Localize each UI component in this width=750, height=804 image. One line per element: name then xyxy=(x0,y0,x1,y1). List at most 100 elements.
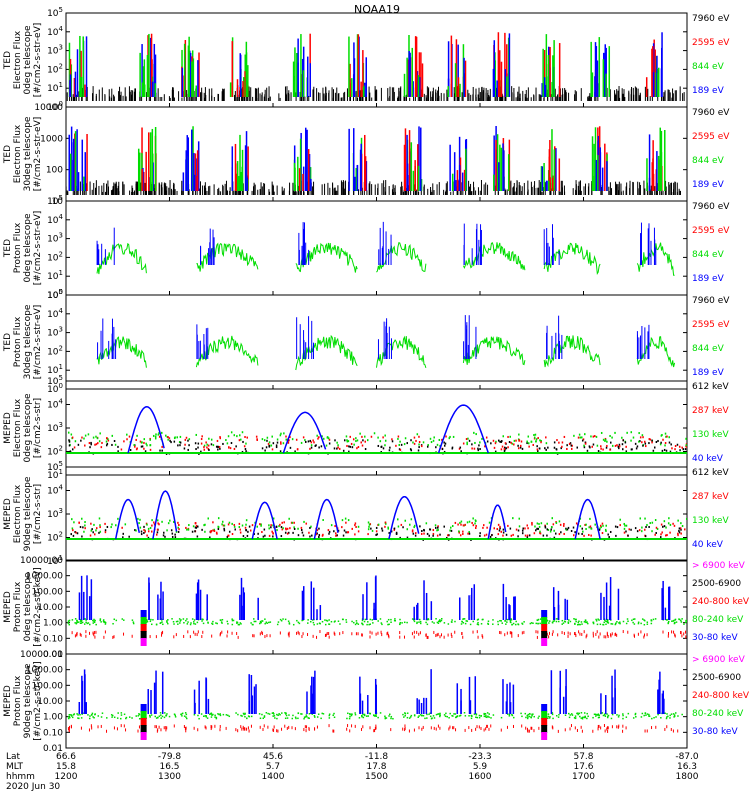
data-mark xyxy=(655,531,657,534)
data-mark xyxy=(436,633,438,637)
y-tick-label: 101 xyxy=(47,554,63,567)
data-mark xyxy=(236,632,238,636)
data-mark xyxy=(316,532,318,535)
data-mark xyxy=(496,528,498,531)
y-axis-title-line: 30deg telescope xyxy=(23,116,33,191)
data-mark xyxy=(97,442,99,445)
data-mark xyxy=(482,618,484,621)
data-mark xyxy=(325,444,328,447)
data-mark xyxy=(511,631,513,635)
data-mark xyxy=(594,713,597,716)
data-mark xyxy=(305,440,307,443)
data-mark xyxy=(294,727,296,731)
data-mark xyxy=(72,534,75,537)
data-mark xyxy=(308,531,310,534)
data-mark xyxy=(449,529,451,532)
data-mark xyxy=(389,446,391,449)
data-mark xyxy=(678,618,681,621)
plot-frame xyxy=(65,466,688,562)
data-mark xyxy=(548,622,550,624)
data-mark xyxy=(403,621,406,624)
data-mark xyxy=(94,713,96,716)
data-mark xyxy=(267,442,270,445)
data-mark xyxy=(429,715,432,718)
data-mark xyxy=(617,725,619,729)
data-mark xyxy=(92,622,95,624)
data-mark xyxy=(226,634,228,638)
data-mark xyxy=(184,438,187,441)
data-mark xyxy=(584,433,586,436)
data-mark xyxy=(155,635,157,639)
data-mark xyxy=(71,527,74,530)
legend-entry: 2595 eV xyxy=(692,320,730,330)
data-mark xyxy=(537,717,540,719)
data-mark xyxy=(544,447,546,450)
data-mark xyxy=(379,712,382,714)
data-mark xyxy=(557,620,560,623)
data-mark xyxy=(513,443,515,446)
data-mark xyxy=(111,523,113,526)
data-mark xyxy=(648,525,650,528)
data-mark xyxy=(89,715,91,717)
mlt-tick-label: 5.7 xyxy=(266,762,280,772)
data-mark xyxy=(478,444,480,447)
data-mark xyxy=(178,618,181,620)
data-mark xyxy=(138,522,140,525)
data-mark xyxy=(670,443,672,446)
data-mark xyxy=(545,448,547,451)
data-mark xyxy=(680,631,682,635)
data-mark xyxy=(634,634,636,638)
data-mark xyxy=(243,445,246,448)
data-mark xyxy=(413,436,416,439)
data-mark xyxy=(296,619,298,622)
data-mark xyxy=(460,623,463,625)
data-mark xyxy=(234,528,236,531)
data-mark xyxy=(301,713,303,715)
data-mark xyxy=(546,717,549,719)
data-mark xyxy=(288,622,291,624)
data-mark xyxy=(584,715,586,718)
data-mark xyxy=(300,528,303,531)
data-mark xyxy=(137,729,139,733)
data-mark xyxy=(345,531,347,534)
data-mark xyxy=(622,630,624,634)
data-mark xyxy=(636,530,639,533)
data-mark xyxy=(511,634,513,638)
data-mark xyxy=(160,622,162,624)
data-mark xyxy=(244,715,246,718)
data-mark xyxy=(595,618,597,621)
data-mark xyxy=(399,440,401,443)
data-mark xyxy=(241,450,244,453)
data-mark xyxy=(498,529,501,532)
data-mark xyxy=(240,714,242,717)
data-mark xyxy=(518,439,521,442)
data-mark xyxy=(622,729,624,733)
data-mark xyxy=(541,725,548,733)
data-mark xyxy=(71,619,74,621)
data-mark xyxy=(680,621,683,623)
data-mark xyxy=(527,527,529,530)
data-mark xyxy=(294,450,296,453)
y-axis-title-line: [#/cm2-s-str] xyxy=(33,484,43,544)
data-mark xyxy=(354,713,357,716)
data-mark xyxy=(362,716,365,719)
data-mark xyxy=(376,533,378,536)
data-mark xyxy=(458,447,461,450)
data-mark xyxy=(576,446,579,449)
data-mark xyxy=(539,530,541,533)
y-axis-title-line: 90deg telescope xyxy=(23,476,33,551)
data-mark xyxy=(570,724,572,728)
data-mark xyxy=(272,715,274,717)
data-mark xyxy=(424,717,426,720)
data-mark xyxy=(185,526,187,529)
data-mark xyxy=(179,444,181,447)
data-mark xyxy=(576,712,579,714)
data-mark xyxy=(665,435,667,438)
data-mark xyxy=(275,525,278,528)
data-mark xyxy=(452,726,454,730)
data-mark xyxy=(256,438,258,441)
legend-entry: 30-80 keV xyxy=(692,727,738,737)
data-mark xyxy=(347,724,349,728)
data-mark xyxy=(474,522,476,525)
data-mark xyxy=(664,442,667,445)
